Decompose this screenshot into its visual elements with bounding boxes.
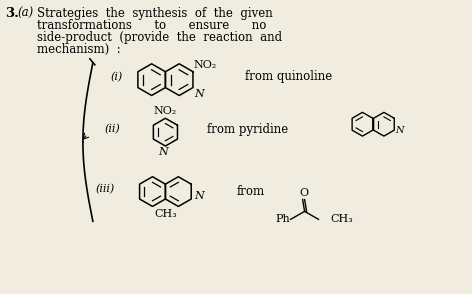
Text: NO₂: NO₂	[154, 106, 177, 116]
Text: Ph: Ph	[275, 214, 290, 224]
Text: transformations      to      ensure      no: transformations to ensure no	[37, 19, 267, 32]
Text: CH₃: CH₃	[330, 214, 353, 224]
Text: from: from	[237, 185, 265, 198]
Text: 3.: 3.	[5, 7, 19, 20]
Text: (i): (i)	[111, 71, 123, 82]
Text: N: N	[396, 126, 404, 135]
Text: N: N	[194, 88, 204, 98]
Text: NO₂: NO₂	[194, 60, 217, 70]
Text: N: N	[194, 191, 204, 201]
Text: from pyridine: from pyridine	[207, 123, 288, 136]
Text: O: O	[299, 188, 308, 198]
Text: mechanism)  :: mechanism) :	[37, 43, 121, 56]
Text: (ii): (ii)	[105, 124, 120, 134]
Text: (a): (a)	[17, 7, 34, 20]
Text: Strategies  the  synthesis  of  the  given: Strategies the synthesis of the given	[37, 7, 273, 20]
Text: side-product  (provide  the  reaction  and: side-product (provide the reaction and	[37, 31, 282, 44]
Text: CH₃: CH₃	[154, 209, 177, 219]
Text: from quinoline: from quinoline	[245, 70, 332, 83]
Text: (iii): (iii)	[96, 183, 115, 194]
Text: N: N	[159, 147, 169, 157]
